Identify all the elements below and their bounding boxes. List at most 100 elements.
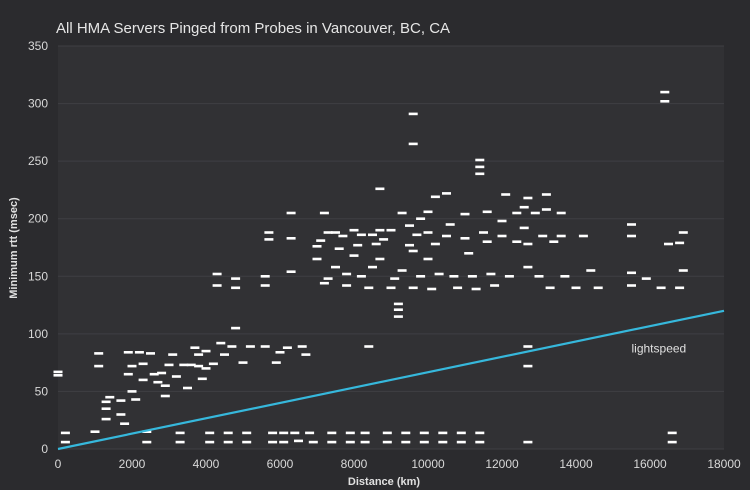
data-point [382,440,392,444]
y-tick-label: 100 [28,327,48,341]
data-point [434,272,444,276]
data-point [286,237,296,240]
data-point [660,100,670,103]
data-point [405,224,414,227]
data-point [541,193,551,196]
data-point [146,352,155,355]
data-point [271,361,281,364]
data-point [338,234,348,238]
data-point [556,211,566,215]
data-point [393,315,403,318]
data-point [319,281,329,285]
data-point [416,275,426,278]
data-point [53,374,63,377]
data-point [194,353,204,356]
data-point [175,440,185,444]
data-point [282,346,292,349]
data-point [560,275,570,278]
data-point [60,431,70,435]
data-point [164,363,174,367]
x-tick-label: 14000 [559,457,593,471]
data-point [342,284,352,287]
data-point [245,345,255,348]
data-point [260,275,270,278]
data-point [545,286,555,290]
data-point [60,440,70,444]
x-tick-label: 16000 [633,457,667,471]
data-point [678,269,688,272]
data-point [186,363,196,367]
data-point [538,234,548,238]
data-point [116,399,126,402]
data-point [101,417,111,421]
data-point [171,375,181,378]
data-point [382,431,392,435]
data-point [201,349,211,353]
data-point [586,269,596,272]
data-point [656,286,666,290]
data-point [397,211,407,215]
data-point [342,272,352,276]
data-point [305,431,315,435]
data-point [390,277,400,280]
data-point [467,275,477,278]
data-point [368,265,377,269]
data-point [220,353,229,356]
data-point [427,287,437,291]
data-point [523,196,533,200]
data-point [264,238,274,241]
plot-area [58,46,724,449]
y-tick-label: 350 [28,39,48,53]
data-point [360,440,370,444]
data-point [393,308,403,311]
data-point [123,372,133,376]
data-point [275,351,285,354]
data-point [475,158,485,162]
data-point [223,440,233,444]
data-point [667,431,677,435]
data-point [205,431,215,435]
data-point [120,422,130,425]
data-point [212,272,222,276]
data-point [379,238,389,241]
data-point [501,193,511,196]
data-point [356,233,366,237]
y-tick-label: 300 [28,97,48,111]
data-point [667,440,677,444]
data-point [456,431,466,435]
data-point [364,286,374,290]
x-tick-labels: 0 2000 4000 6000 8000 10000 12000 14000 16000 180… [55,457,741,471]
data-point [105,395,115,399]
data-point [675,241,685,245]
data-point [523,345,533,348]
x-tick-label: 2000 [119,457,146,471]
data-point [523,364,533,368]
data-point [216,341,226,345]
data-point [268,431,278,435]
data-point [297,345,307,348]
x-tick-label: 12000 [485,457,519,471]
data-point [90,430,100,433]
data-point [179,363,189,367]
data-point [157,371,167,375]
data-point [456,440,466,444]
data-point [675,286,685,290]
data-point [345,431,355,435]
x-axis-label: Distance (km) [348,476,420,488]
data-point [523,265,533,269]
data-point [364,345,374,348]
data-point [408,249,418,253]
data-point [286,211,296,215]
data-point [201,367,211,370]
data-point [323,277,333,280]
data-point [504,275,514,278]
data-point [375,228,385,232]
data-point [497,234,507,238]
data-point [294,439,303,443]
data-point [260,345,270,348]
x-tick-label: 10000 [411,457,445,471]
series-line-lightspeed [57,309,725,451]
data-points [53,90,688,444]
data-point [279,431,289,435]
data-point [449,275,459,278]
